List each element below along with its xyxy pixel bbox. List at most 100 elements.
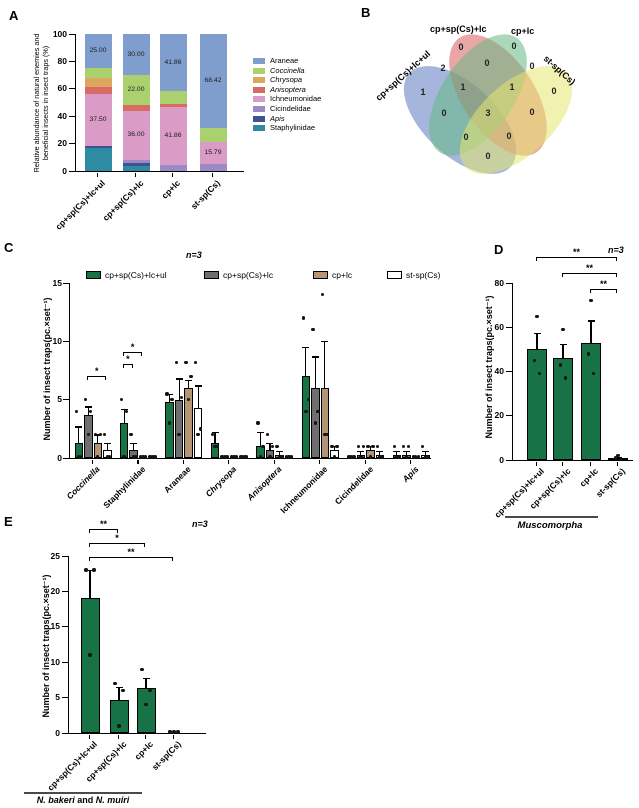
significance-bracket — [590, 289, 617, 293]
legend-swatch-apis — [253, 115, 265, 122]
error-bar-cap — [142, 677, 150, 679]
data-point — [103, 432, 107, 437]
data-point — [196, 432, 200, 437]
data-point — [177, 432, 181, 437]
data-point — [397, 455, 401, 459]
x-axis-tick — [137, 459, 139, 464]
panel-e-n-label: n=3 — [192, 519, 208, 529]
data-point — [421, 444, 425, 449]
x-axis-label: cp+lc — [577, 466, 601, 489]
data-point — [407, 444, 411, 449]
bar-segment-araneae — [84, 34, 112, 69]
data-point — [174, 360, 179, 365]
y-axis-tick-label: 60 — [494, 321, 504, 332]
bar — [265, 449, 275, 458]
error-bar-line — [405, 451, 407, 455]
y-axis-tick-label: 0 — [62, 165, 67, 176]
error-bar-line — [78, 426, 80, 443]
error-bar-cap — [357, 450, 365, 452]
venn-count-B: 0 — [458, 42, 464, 52]
x-axis-label: Staphylinidae — [101, 464, 148, 511]
data-point — [220, 455, 224, 459]
data-point — [96, 455, 100, 459]
bar-segment-ichneumonidae — [199, 142, 227, 164]
bar-value-label: 41.86 — [164, 58, 182, 66]
venn-count-CD: 0 — [529, 61, 535, 71]
error-bar-line — [424, 451, 426, 455]
error-bar-cap — [376, 450, 384, 452]
x-axis-tick — [364, 459, 366, 464]
x-axis-tick — [228, 459, 230, 464]
venn-svg — [375, 20, 630, 190]
data-point — [244, 455, 248, 459]
legend-label-coccinella: Coccinella — [270, 65, 305, 75]
bar — [174, 399, 184, 458]
significance-label: ** — [585, 263, 593, 273]
data-point — [150, 455, 155, 459]
y-axis-tick — [63, 282, 69, 284]
panel-e-plot — [68, 556, 206, 734]
bar-segment-staphylinidae — [84, 147, 112, 171]
data-point — [561, 327, 565, 332]
bar — [93, 442, 102, 458]
data-point — [563, 376, 568, 380]
error-bar-cap — [120, 408, 128, 410]
x-axis-tick — [273, 459, 275, 464]
legend-swatch-0 — [86, 271, 101, 279]
data-point — [414, 455, 418, 459]
error-bar-line — [145, 677, 147, 689]
bar — [301, 376, 311, 458]
y-axis-tick-label: 5 — [57, 394, 62, 405]
y-axis-tick — [69, 88, 75, 90]
data-point — [589, 299, 593, 303]
error-bar-line — [314, 356, 316, 388]
data-point — [140, 667, 144, 671]
y-axis-tick-label: 15 — [50, 621, 60, 632]
data-point — [113, 681, 117, 686]
panel-e-y-axis-title: Number of insect traps(pc.×set⁻¹) — [41, 574, 51, 718]
data-point — [108, 455, 112, 459]
legend-label-araneae: Araneae — [270, 56, 299, 65]
data-point — [165, 392, 169, 396]
panel-c-y-axis-title: Number of insect traps(pc.×set⁻¹) — [42, 297, 52, 441]
x-axis-label: cp+sp(Cs)+lc — [83, 739, 129, 784]
data-point — [277, 455, 282, 459]
significance-label: * — [130, 341, 135, 352]
error-bar-cap — [393, 450, 401, 452]
data-point — [84, 568, 88, 572]
bar — [103, 449, 112, 458]
data-point — [368, 455, 373, 459]
y-axis-tick-label: 80 — [494, 277, 504, 288]
bar-segment-anisoptera — [122, 105, 150, 111]
x-axis-tick — [212, 172, 214, 177]
data-point — [256, 421, 260, 425]
y-axis-tick-label: 40 — [57, 110, 67, 121]
error-bar-line — [396, 451, 398, 455]
data-point — [229, 455, 234, 459]
x-axis-tick — [145, 734, 147, 739]
legend-swatch-coccinella — [253, 67, 265, 74]
data-point — [234, 455, 239, 459]
y-axis-tick — [62, 626, 68, 628]
bar-value-label: 36.00 — [127, 131, 145, 139]
panel-c-n-label: n=3 — [186, 250, 202, 260]
bar — [184, 388, 193, 458]
bar-segment-cicindelidae — [199, 163, 227, 171]
data-point — [265, 432, 270, 437]
bar — [74, 442, 83, 458]
data-point — [138, 455, 143, 459]
data-point — [89, 409, 93, 414]
legend-label-apis: Apis — [270, 113, 285, 123]
bar-segment-coccinella — [122, 75, 150, 106]
panel-b-label: B — [361, 5, 371, 20]
error-bar-line — [269, 442, 271, 450]
panel-d-y-axis-title: Number of insect traps(pc.×set⁻¹) — [484, 295, 494, 439]
y-axis-tick-label: 10 — [52, 335, 62, 346]
bar-segment-apis — [122, 162, 150, 166]
significance-bracket — [123, 363, 133, 368]
error-bar-line — [379, 451, 381, 455]
